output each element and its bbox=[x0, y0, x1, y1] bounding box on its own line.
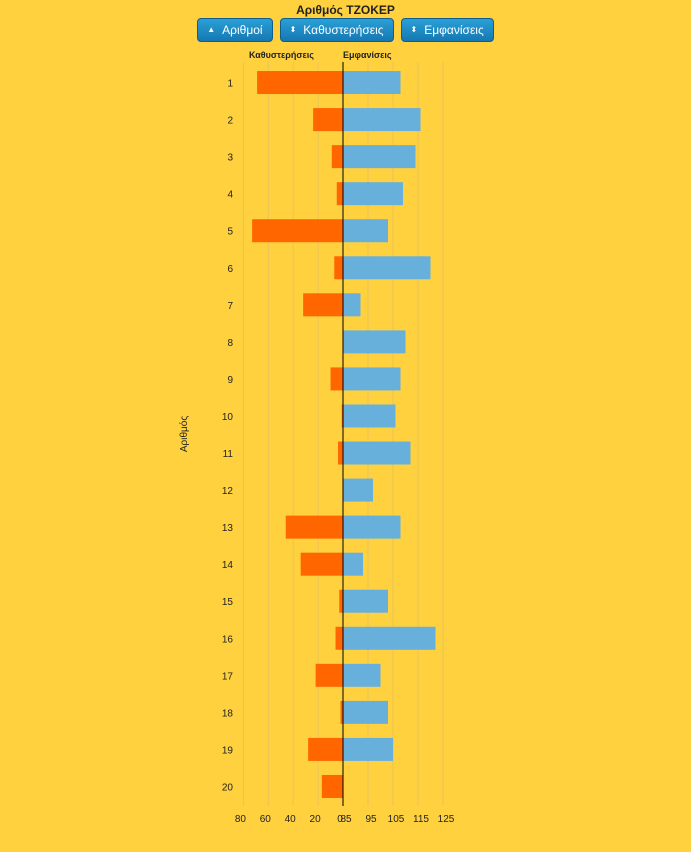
left-column-header: Καθυστερήσεις bbox=[249, 50, 314, 60]
delay-bar bbox=[336, 182, 343, 206]
appearance-bar bbox=[343, 441, 411, 465]
sort-button-group: ▲ Αριθμοί ⬍ Καθυστερήσεις ⬍ Εμφανίσεις bbox=[0, 18, 691, 42]
row-label: 9 bbox=[227, 375, 233, 386]
row-label: 6 bbox=[227, 264, 233, 275]
delay-bar bbox=[330, 367, 343, 391]
right-axis-tick-label: 105 bbox=[388, 814, 405, 825]
delay-bar bbox=[252, 219, 343, 243]
sort-by-appearances-label: Εμφανίσεις bbox=[424, 23, 484, 37]
appearance-bar bbox=[343, 478, 373, 502]
delay-bar bbox=[315, 663, 343, 687]
left-axis-tick-label: 20 bbox=[310, 814, 322, 825]
right-axis-tick-label: 125 bbox=[438, 814, 455, 825]
row-label: 4 bbox=[227, 190, 233, 201]
delay-bar bbox=[285, 515, 343, 539]
appearance-bar bbox=[343, 515, 401, 539]
left-axis-tick-label: 80 bbox=[235, 814, 247, 825]
appearance-bar bbox=[343, 182, 403, 206]
row-label: 17 bbox=[222, 671, 234, 682]
sort-icon: ⬍ bbox=[410, 25, 418, 34]
row-label: 19 bbox=[222, 745, 234, 756]
appearance-bar bbox=[343, 108, 421, 132]
right-axis-tick-label: 85 bbox=[340, 814, 352, 825]
sort-icon: ⬍ bbox=[289, 25, 297, 34]
delay-bar bbox=[308, 737, 343, 761]
appearance-bar bbox=[343, 663, 381, 687]
appearance-bar bbox=[343, 589, 388, 613]
right-axis-tick-label: 115 bbox=[413, 814, 429, 825]
appearance-bar bbox=[343, 71, 401, 95]
sort-by-delays-button[interactable]: ⬍ Καθυστερήσεις bbox=[279, 18, 394, 42]
sort-up-icon: ▲ bbox=[207, 25, 216, 34]
appearance-bar bbox=[343, 293, 361, 317]
row-label: 15 bbox=[222, 597, 234, 608]
delay-bar bbox=[340, 700, 343, 724]
sort-by-delays-label: Καθυστερήσεις bbox=[303, 23, 384, 37]
right-column-header: Εμφανίσεις bbox=[343, 50, 392, 60]
left-axis-tick-label: 40 bbox=[285, 814, 297, 825]
appearance-bar bbox=[343, 626, 436, 650]
row-label: 10 bbox=[222, 412, 234, 423]
row-label: 11 bbox=[223, 449, 234, 460]
delay-bar bbox=[339, 589, 343, 613]
appearance-bar bbox=[343, 330, 406, 354]
left-axis-tick-label: 0 bbox=[337, 814, 343, 825]
appearance-bar bbox=[343, 737, 393, 761]
row-label: 7 bbox=[227, 301, 233, 312]
delay-bar bbox=[321, 774, 343, 798]
row-label: 14 bbox=[222, 560, 234, 571]
delay-bar bbox=[335, 626, 343, 650]
appearance-bar bbox=[343, 404, 396, 428]
delay-bar bbox=[257, 71, 343, 95]
delay-bar bbox=[338, 441, 343, 465]
appearance-bar bbox=[343, 256, 431, 280]
chart-title: Αριθμός ΤΖΟΚΕΡ bbox=[296, 3, 395, 17]
sort-by-appearances-button[interactable]: ⬍ Εμφανίσεις bbox=[400, 18, 494, 42]
delay-bar bbox=[303, 293, 343, 317]
delay-bar bbox=[313, 108, 343, 132]
delay-bar bbox=[300, 552, 343, 576]
y-axis-title: Αριθμός bbox=[178, 416, 190, 452]
row-label: 18 bbox=[222, 708, 234, 719]
appearance-bar bbox=[343, 367, 401, 391]
appearance-bar bbox=[343, 700, 388, 724]
delay-bar bbox=[341, 404, 343, 428]
left-axis-tick-label: 60 bbox=[260, 814, 272, 825]
row-label: 13 bbox=[222, 523, 234, 534]
row-label: 20 bbox=[222, 782, 234, 793]
appearance-bar bbox=[343, 219, 388, 243]
right-axis-tick-label: 95 bbox=[365, 814, 377, 825]
row-label: 1 bbox=[227, 79, 233, 90]
sort-by-number-label: Αριθμοί bbox=[222, 23, 263, 37]
appearance-bar bbox=[343, 145, 416, 169]
row-label: 3 bbox=[227, 153, 233, 164]
delay-bar bbox=[331, 145, 343, 169]
row-label: 5 bbox=[227, 227, 233, 238]
row-label: 16 bbox=[222, 634, 234, 645]
row-label: 8 bbox=[227, 338, 233, 349]
row-label: 2 bbox=[227, 116, 233, 127]
appearance-bar bbox=[343, 552, 363, 576]
delay-bar bbox=[334, 256, 343, 280]
sort-by-number-button[interactable]: ▲ Αριθμοί bbox=[197, 18, 273, 42]
row-label: 12 bbox=[222, 486, 234, 497]
